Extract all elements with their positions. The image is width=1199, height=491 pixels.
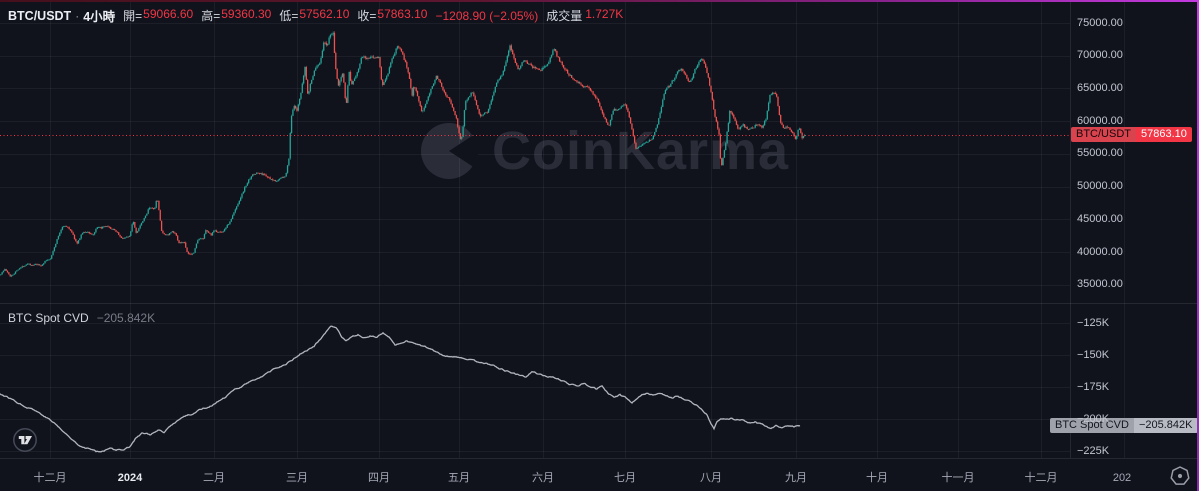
window-top-border (0, 0, 1199, 2)
gear-icon[interactable] (1168, 464, 1192, 491)
window-right-border (1197, 0, 1199, 491)
price-axis[interactable] (1070, 0, 1199, 458)
tradingview-logo[interactable] (10, 425, 40, 460)
symbol-title[interactable]: BTC/USDT (8, 8, 72, 23)
interval-label[interactable]: 4小時 (83, 10, 116, 24)
cvd-indicator-title[interactable]: BTC Spot CVD (8, 311, 89, 325)
time-axis[interactable] (0, 458, 1199, 491)
